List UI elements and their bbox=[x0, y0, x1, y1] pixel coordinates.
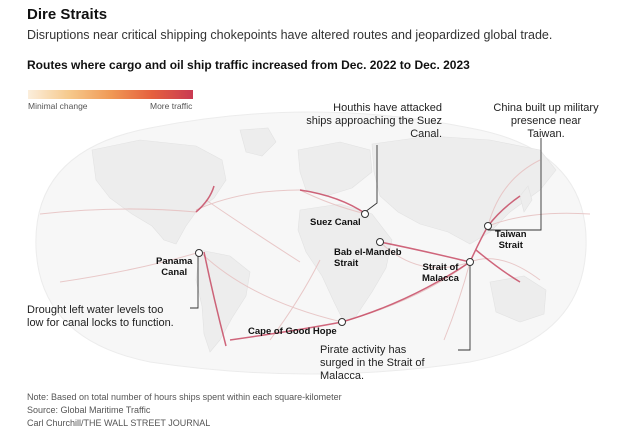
australia bbox=[489, 275, 547, 323]
taiwan-marker bbox=[484, 222, 492, 230]
drought-annotation: Drought left water levels too low for ca… bbox=[27, 304, 174, 330]
greenland bbox=[239, 127, 277, 157]
legend-min-label: Minimal change bbox=[28, 101, 88, 111]
panama-label-line-1: Panama bbox=[156, 256, 193, 267]
china-annotation: China built up military presence near Ta… bbox=[480, 102, 612, 141]
pirate-line-3: Malacca. bbox=[320, 370, 365, 382]
taiwan-label-line-1: Taiwan bbox=[495, 229, 527, 240]
panama-label-line-2: Canal bbox=[161, 267, 188, 278]
malacca-label: Strait of Malacca bbox=[422, 262, 459, 284]
bab-el-mandeb-label-line-2: Strait bbox=[334, 258, 359, 269]
suez-label: Suez Canal bbox=[310, 217, 361, 228]
bab-el-mandeb-label: Bab el-Mandeb Strait bbox=[334, 247, 402, 269]
north-america bbox=[91, 139, 227, 245]
china-line-3: Taiwan. bbox=[527, 128, 565, 140]
taiwan-label: Taiwan Strait bbox=[495, 229, 527, 251]
drought-leader bbox=[190, 254, 199, 309]
europe bbox=[297, 141, 373, 197]
good-hope-label: Cape of Good Hope bbox=[248, 326, 337, 337]
pirate-line-2: surged in the Strait of bbox=[320, 357, 425, 369]
map-title: Routes where cargo and oil ship traffic … bbox=[27, 58, 470, 72]
drought-line-2: low for canal locks to function. bbox=[27, 317, 174, 329]
malacca-label-line-1: Strait of bbox=[422, 262, 459, 273]
pirate-annotation: Pirate activity has surged in the Strait… bbox=[320, 344, 425, 383]
panama-marker bbox=[195, 249, 203, 257]
malacca-label-line-2: Malacca bbox=[422, 273, 459, 284]
china-line-1: China built up military bbox=[493, 102, 599, 114]
houthis-line-2: ships approaching the Suez bbox=[306, 115, 442, 127]
suez-marker bbox=[361, 210, 369, 218]
houthis-annotation: Houthis have attacked ships approaching … bbox=[282, 102, 442, 141]
page-subtitle: Disruptions near critical shipping choke… bbox=[27, 28, 553, 42]
legend-max-label: More traffic bbox=[150, 101, 193, 111]
chokepoint-markers bbox=[195, 210, 492, 326]
houthis-line-1: Houthis have attacked bbox=[333, 102, 442, 114]
houthis-leader bbox=[364, 145, 378, 213]
panama-label: Panama Canal bbox=[156, 256, 192, 278]
footer-source: Source: Global Maritime Traffic bbox=[27, 405, 151, 415]
asia bbox=[371, 135, 557, 245]
footer-note: Note: Based on total number of hours shi… bbox=[27, 392, 342, 402]
footer-credit: Carl Churchill/THE WALL STREET JOURNAL bbox=[27, 418, 211, 428]
china-line-2: presence near bbox=[510, 115, 582, 127]
bab-el-mandeb-marker bbox=[376, 238, 384, 246]
japan bbox=[519, 185, 533, 213]
legend-gradient bbox=[28, 90, 193, 99]
malacca-marker bbox=[466, 258, 474, 266]
africa bbox=[297, 203, 393, 323]
taiwan-label-line-2: Strait bbox=[498, 240, 523, 251]
drought-line-1: Drought left water levels too bbox=[27, 304, 164, 316]
page-title: Dire Straits bbox=[27, 6, 108, 23]
bab-el-mandeb-label-line-1: Bab el-Mandeb bbox=[334, 247, 402, 258]
houthis-line-3: Canal. bbox=[410, 128, 442, 140]
good-hope-marker bbox=[338, 318, 346, 326]
pirate-line-1: Pirate activity has bbox=[320, 344, 407, 356]
pirate-leader bbox=[458, 262, 471, 351]
